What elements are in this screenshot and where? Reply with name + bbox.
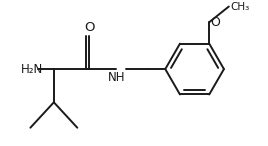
Text: O: O bbox=[210, 16, 220, 29]
Text: CH₃: CH₃ bbox=[231, 1, 250, 12]
Text: NH: NH bbox=[108, 71, 125, 84]
Text: O: O bbox=[84, 21, 94, 34]
Text: H₂N: H₂N bbox=[21, 63, 43, 76]
